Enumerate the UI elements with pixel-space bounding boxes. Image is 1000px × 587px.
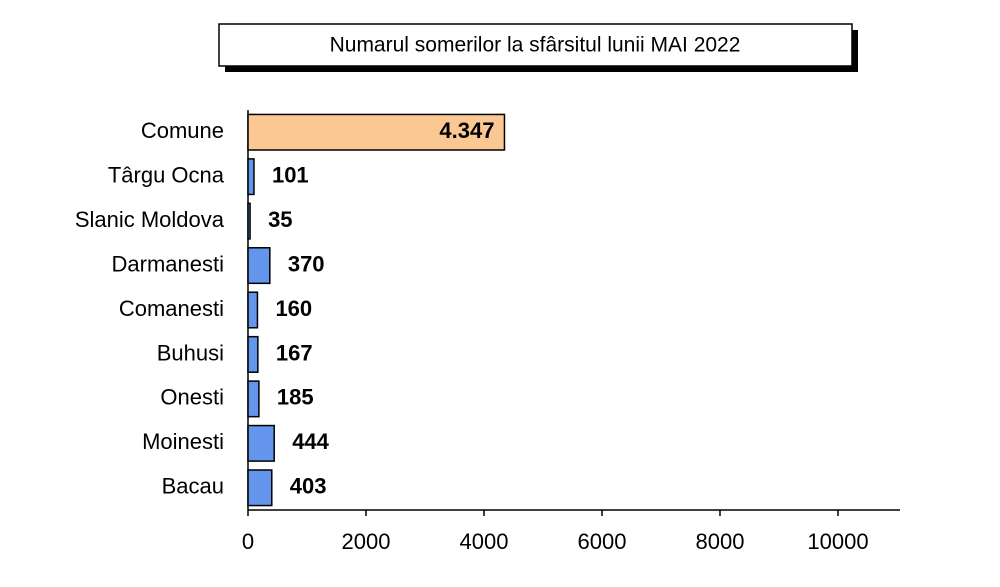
value-label: 167: [276, 340, 313, 365]
x-tick-label: 0: [242, 529, 254, 554]
bar: [247, 202, 251, 240]
y-tick-label: Târgu Ocna: [108, 162, 225, 187]
value-label: 160: [275, 296, 312, 321]
value-label: 444: [292, 429, 329, 454]
x-tick-label: 4000: [460, 529, 509, 554]
value-label: 4.347: [439, 118, 494, 143]
value-label: 185: [277, 385, 314, 410]
y-tick-label: Comune: [141, 118, 224, 143]
bar: [247, 113, 506, 151]
y-tick-label: Comanesti: [119, 296, 224, 321]
y-tick-label: Moinesti: [142, 429, 224, 454]
x-tick-label: 6000: [578, 529, 627, 554]
y-tick-label: Bacau: [162, 474, 224, 499]
x-tick-label: 2000: [342, 529, 391, 554]
chart-title: Numarul somerilor la sfârsitul lunii MAI…: [330, 34, 741, 57]
bar: [247, 380, 260, 418]
value-label: 35: [268, 207, 292, 232]
bar: [247, 469, 273, 507]
x-tick-label: 8000: [696, 529, 745, 554]
y-tick-label: Slanic Moldova: [75, 207, 225, 232]
y-tick-label: Darmanesti: [112, 251, 224, 276]
bar: [247, 335, 259, 373]
value-label: 370: [288, 251, 325, 276]
bar: [247, 424, 275, 462]
bar: [247, 247, 271, 285]
y-tick-label: Buhusi: [157, 340, 224, 365]
bar: [247, 291, 259, 329]
value-label: 403: [290, 474, 327, 499]
x-tick-label: 10000: [807, 529, 868, 554]
bar: [247, 158, 255, 196]
y-tick-label: Onesti: [160, 385, 224, 410]
value-label: 101: [272, 162, 309, 187]
title-box: [218, 23, 853, 67]
